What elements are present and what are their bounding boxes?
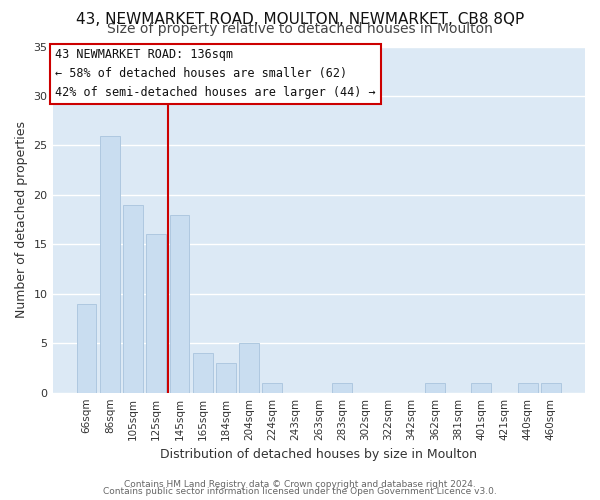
Text: Size of property relative to detached houses in Moulton: Size of property relative to detached ho… [107,22,493,36]
Bar [216,363,236,392]
Bar [77,304,97,392]
Text: 43 NEWMARKET ROAD: 136sqm
← 58% of detached houses are smaller (62)
42% of semi-: 43 NEWMARKET ROAD: 136sqm ← 58% of detac… [55,48,376,99]
Bar [425,383,445,392]
Y-axis label: Number of detached properties: Number of detached properties [15,121,28,318]
Bar [332,383,352,392]
Bar [123,205,143,392]
Bar [170,214,190,392]
Bar [193,353,212,393]
Bar [472,383,491,392]
Bar [262,383,282,392]
Bar [541,383,561,392]
Text: Contains HM Land Registry data © Crown copyright and database right 2024.: Contains HM Land Registry data © Crown c… [124,480,476,489]
Bar [146,234,166,392]
Text: Contains public sector information licensed under the Open Government Licence v3: Contains public sector information licen… [103,487,497,496]
Text: 43, NEWMARKET ROAD, MOULTON, NEWMARKET, CB8 8QP: 43, NEWMARKET ROAD, MOULTON, NEWMARKET, … [76,12,524,26]
Bar [239,343,259,392]
Bar [100,136,119,392]
Bar [518,383,538,392]
X-axis label: Distribution of detached houses by size in Moulton: Distribution of detached houses by size … [160,448,477,461]
